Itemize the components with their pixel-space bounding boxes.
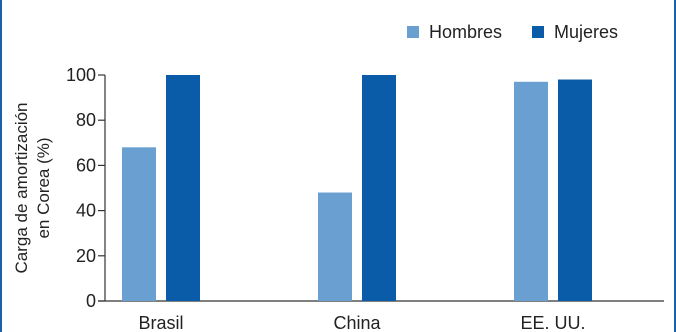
legend-swatch	[532, 26, 544, 38]
y-tick-label: 40	[76, 201, 96, 221]
legend-label: Mujeres	[554, 22, 618, 42]
y-axis-title-text: Carga de amortización en Corea (%)	[12, 102, 53, 273]
bar-hombres-2	[514, 81, 548, 301]
y-tick-label: 60	[76, 155, 96, 175]
legend: Hombres Mujeres	[407, 22, 618, 42]
bar-hombres-1	[318, 192, 352, 301]
y-tick-label: 0	[86, 291, 96, 311]
bar-mujeres-1	[362, 75, 396, 301]
bars	[122, 75, 592, 302]
bar-hombres-0	[122, 147, 156, 301]
x-tick-label: China	[333, 313, 381, 332]
y-tick-label: 100	[66, 65, 96, 85]
x-tick-label: EE. UU.	[520, 313, 585, 332]
bar-mujeres-2	[558, 79, 592, 302]
y-axis-title: Carga de amortización en Corea (%)	[12, 102, 53, 273]
legend-swatch	[407, 26, 419, 38]
bar-mujeres-0	[166, 75, 200, 301]
y-tick-label: 80	[76, 110, 96, 130]
legend-label: Hombres	[429, 22, 502, 42]
x-tick-label: Brasil	[138, 313, 183, 332]
y-tick-label: 20	[76, 246, 96, 266]
